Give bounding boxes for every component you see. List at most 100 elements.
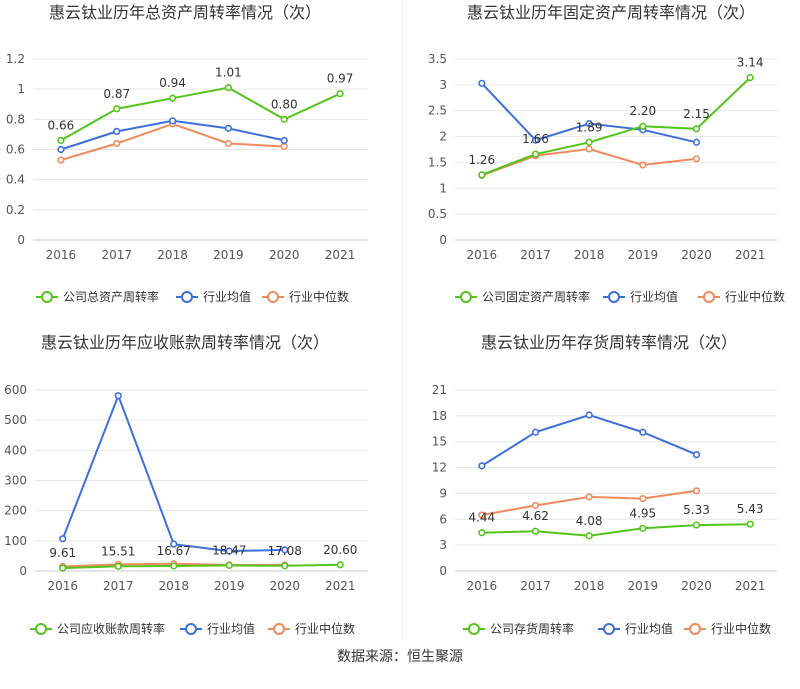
y-tick-label: 0: [19, 564, 27, 578]
data-point-avg: [280, 136, 288, 145]
series-line-company: [60, 86, 341, 142]
legend-label-company: 公司总资产周转率: [63, 289, 159, 304]
panel-divider: [402, 0, 403, 640]
data-point-company: [59, 564, 67, 572]
data-point-company: [336, 90, 344, 98]
data-label: 18.47: [212, 543, 246, 557]
data-point-avg: [225, 547, 233, 555]
y-tick-label: 3: [439, 78, 447, 92]
data-point-median: [639, 495, 647, 503]
chart-title: 惠云钛业历年总资产周转率情况（次）: [49, 3, 321, 22]
data-point-avg: [113, 127, 121, 135]
legend-marker-median: [703, 291, 715, 303]
y-tick-label: 300: [4, 474, 27, 488]
x-tick-label: 2017: [101, 248, 132, 262]
y-tick-label: 1: [17, 82, 25, 96]
data-label: 16.67: [157, 544, 191, 558]
fixed-asset-turnover-chart: 惠云钛业历年固定资产周转率情况（次） 0 0.5 1 1.5 2 2.5 3 3.5 2016 20…: [428, 3, 785, 304]
chart-title: 惠云钛业历年应收账款周转率情况（次）: [41, 333, 329, 352]
y-tick-label: 100: [4, 534, 27, 548]
data-point-median: [585, 145, 593, 153]
legend-label-company: 公司应收账款周转率: [57, 621, 165, 636]
data-point-avg: [478, 462, 486, 470]
data-point-avg: [692, 451, 701, 459]
y-tick-label: 0: [439, 233, 447, 247]
series-line-avg: [481, 413, 697, 467]
chart-panel-fixed-asset-turnover: 惠云钛业历年固定资产周转率情况（次） 0 0.5 1 1.5 2 2.5 3 3.5 2016 20…: [405, 0, 800, 330]
legend-marker-avg: [608, 291, 620, 303]
x-tick-label: 2019: [628, 248, 659, 262]
data-label: 1.01: [215, 66, 242, 80]
chart-panel-receivables-turnover: 惠云钛业历年应收账款周转率情况（次） 0 100 200 300 400 500 600 201…: [0, 330, 400, 660]
y-tick-label: 400: [4, 443, 27, 457]
legend-marker-avg: [185, 623, 197, 635]
data-label: 1.89: [576, 120, 603, 134]
y-tick-label: 500: [4, 413, 27, 427]
data-point-company: [280, 115, 288, 123]
data-point-median: [639, 161, 647, 169]
y-tick-label: 21: [432, 383, 447, 397]
data-point-company: [57, 136, 65, 145]
x-tick-label: 2020: [681, 248, 712, 262]
x-tick-label: 2020: [681, 579, 712, 593]
legend-label-median: 行业中位数: [295, 621, 355, 636]
y-tick-label: 3.5: [428, 52, 447, 66]
receivables-turnover-chart: 惠云钛业历年应收账款周转率情况（次） 0 100 200 300 400 500 600 201…: [4, 333, 368, 636]
x-tick-label: 2016: [47, 579, 78, 593]
data-label: 2.15: [683, 107, 710, 121]
data-point-company: [225, 561, 233, 570]
data-point-median: [478, 511, 486, 519]
y-tick-label: 0: [17, 233, 25, 247]
x-tick-label: 2016: [467, 248, 498, 262]
legend-label-median: 行业中位数: [289, 289, 349, 304]
data-label: 5.43: [737, 502, 764, 516]
series-line-company: [62, 563, 341, 570]
x-tick-label: 2016: [46, 248, 77, 262]
data-point-avg: [531, 428, 540, 436]
legend-label-avg: 行业均值: [207, 621, 255, 636]
data-point-company: [336, 561, 344, 569]
data-point-avg: [585, 411, 593, 419]
chart-title: 惠云钛业历年固定资产周转率情况（次）: [467, 3, 755, 22]
y-tick-label: 15: [432, 435, 447, 449]
legend-marker-avg: [603, 623, 615, 635]
inventory-turnover-chart: 惠云钛业历年存货周转率情况（次） 0 3 6 9 12 15 18 21 2016 2017 2018…: [432, 333, 777, 636]
data-point-avg: [168, 117, 177, 125]
data-label: 0.97: [327, 72, 354, 86]
legend-marker-avg: [181, 291, 193, 303]
legend-label-company: 公司固定资产周转率: [482, 289, 590, 304]
data-point-avg: [170, 540, 178, 548]
series-line-company: [481, 76, 751, 176]
legend-label-median: 行业中位数: [725, 289, 785, 304]
y-tick-label: 0.6: [6, 143, 25, 157]
data-point-company: [531, 150, 540, 158]
data-point-median: [692, 487, 701, 495]
data-point-avg: [531, 136, 540, 144]
data-label: 4.44: [468, 511, 495, 525]
x-tick-label: 2019: [628, 579, 659, 593]
x-tick-label: 2018: [574, 579, 605, 593]
chart-panel-total-asset-turnover: 惠云钛业历年总资产周转率情况（次） 0 0.2 0.4 0.6 0.8 1 1.2 2016 20…: [0, 0, 400, 330]
data-label: 1.26: [468, 153, 495, 167]
data-point-company: [281, 562, 289, 570]
data-point-company: [692, 125, 701, 133]
data-point-company: [224, 84, 233, 92]
data-point-avg: [114, 392, 122, 400]
y-tick-label: 600: [4, 383, 27, 397]
y-tick-label: 0.8: [6, 112, 25, 126]
data-point-median: [692, 155, 701, 163]
legend-marker-median: [689, 623, 701, 635]
data-point-company: [168, 94, 177, 102]
y-tick-label: 0.2: [6, 203, 25, 217]
legend-label-avg: 行业均值: [625, 621, 673, 636]
legend-marker-company: [41, 291, 53, 303]
data-point-company: [478, 529, 486, 537]
series-line-avg: [61, 392, 285, 553]
data-point-median: [224, 139, 233, 148]
y-tick-label: 200: [4, 504, 27, 518]
data-point-company: [478, 171, 486, 179]
legend-marker-company: [468, 623, 480, 635]
y-tick-label: 1.5: [428, 155, 447, 169]
data-point-avg: [478, 79, 486, 87]
x-tick-label: 2021: [325, 248, 356, 262]
